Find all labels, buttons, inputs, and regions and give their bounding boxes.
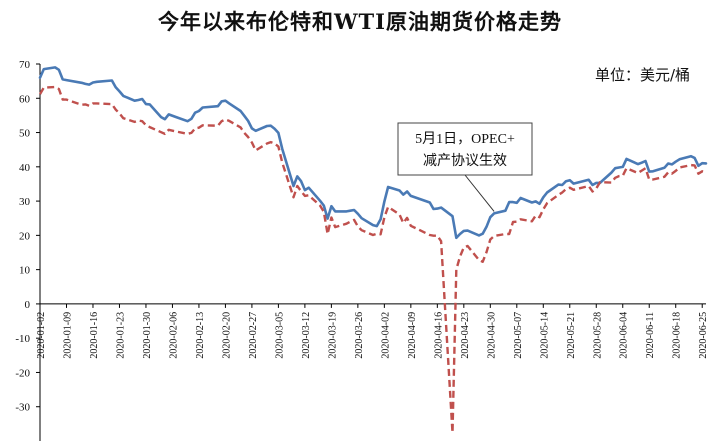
y-tick-label: 20 [19,230,31,242]
y-tick-label: 40 [19,162,31,174]
x-tick-label: 2020-03-26 [354,312,365,359]
series-line-2 [38,85,707,434]
x-tick-label: 2020-06-25 [698,312,709,359]
x-tick-label: 2020-03-05 [274,312,285,359]
x-tick-label: 2020-04-02 [380,312,391,359]
x-tick-label: 2020-04-23 [460,312,471,359]
x-tick-label: 2020-01-09 [62,312,73,359]
y-tick-label: 50 [19,128,31,140]
unit-label: 单位：美元/桶 [594,66,690,84]
annotation: 5月1日，OPEC+ 减产协议生效 [397,122,533,212]
y-tick-label: -30 [15,402,30,414]
x-tick-label: 2020-04-09 [407,312,418,359]
x-tick-label: 2020-05-07 [513,312,524,359]
x-tick-label: 2020-06-11 [645,312,656,358]
y-tick-label: 60 [19,93,31,105]
x-tick-label: 2020-02-27 [248,312,259,359]
x-tick-label: 2020-03-19 [327,312,338,359]
x-tick-label: 2020-01-02 [36,312,47,359]
series-layer [38,66,708,434]
chart-title: 今年以来布伦特和WTI原油期货价格走势 [157,9,563,34]
annotation-text-line2: 减产协议生效 [423,153,507,169]
x-tick-label: 2020-04-16 [433,312,444,359]
x-tick-label: 2020-02-13 [195,312,206,359]
x-tick-label: 2020-01-23 [115,312,126,359]
y-tick-label: -10 [15,333,30,345]
x-tick-label: 2020-02-20 [221,312,232,359]
axes: -30 -20 -10 0 10 20 30 40 50 60 70 2020-01-02 2020-0… [15,59,709,441]
annotation-box [397,122,533,176]
x-tick-label: 2020-06-18 [672,312,683,359]
x-tick-label: 2020-05-28 [592,312,603,359]
y-tick-label: 0 [25,299,31,311]
x-tick-label: 2020-01-30 [142,312,153,359]
annotation-pointer [464,174,495,212]
y-tick-label: 70 [19,59,31,71]
x-tick-label: 2020-04-30 [486,312,497,359]
x-tick-label: 2020-06-04 [619,312,630,359]
x-tick-label: 2020-03-12 [301,312,312,359]
y-tick-label: 30 [19,196,31,208]
y-tick-label: -20 [15,367,30,379]
x-tick-label: 2020-05-21 [566,312,577,359]
annotation-text-line1: 5月1日，OPEC+ [415,131,515,147]
x-tick-label: 2020-01-16 [89,312,100,359]
series-line-1 [38,66,708,240]
y-tick-label: 10 [19,265,31,277]
x-tick-label: 2020-02-06 [168,312,179,359]
x-tick-label: 2020-05-14 [539,312,550,359]
